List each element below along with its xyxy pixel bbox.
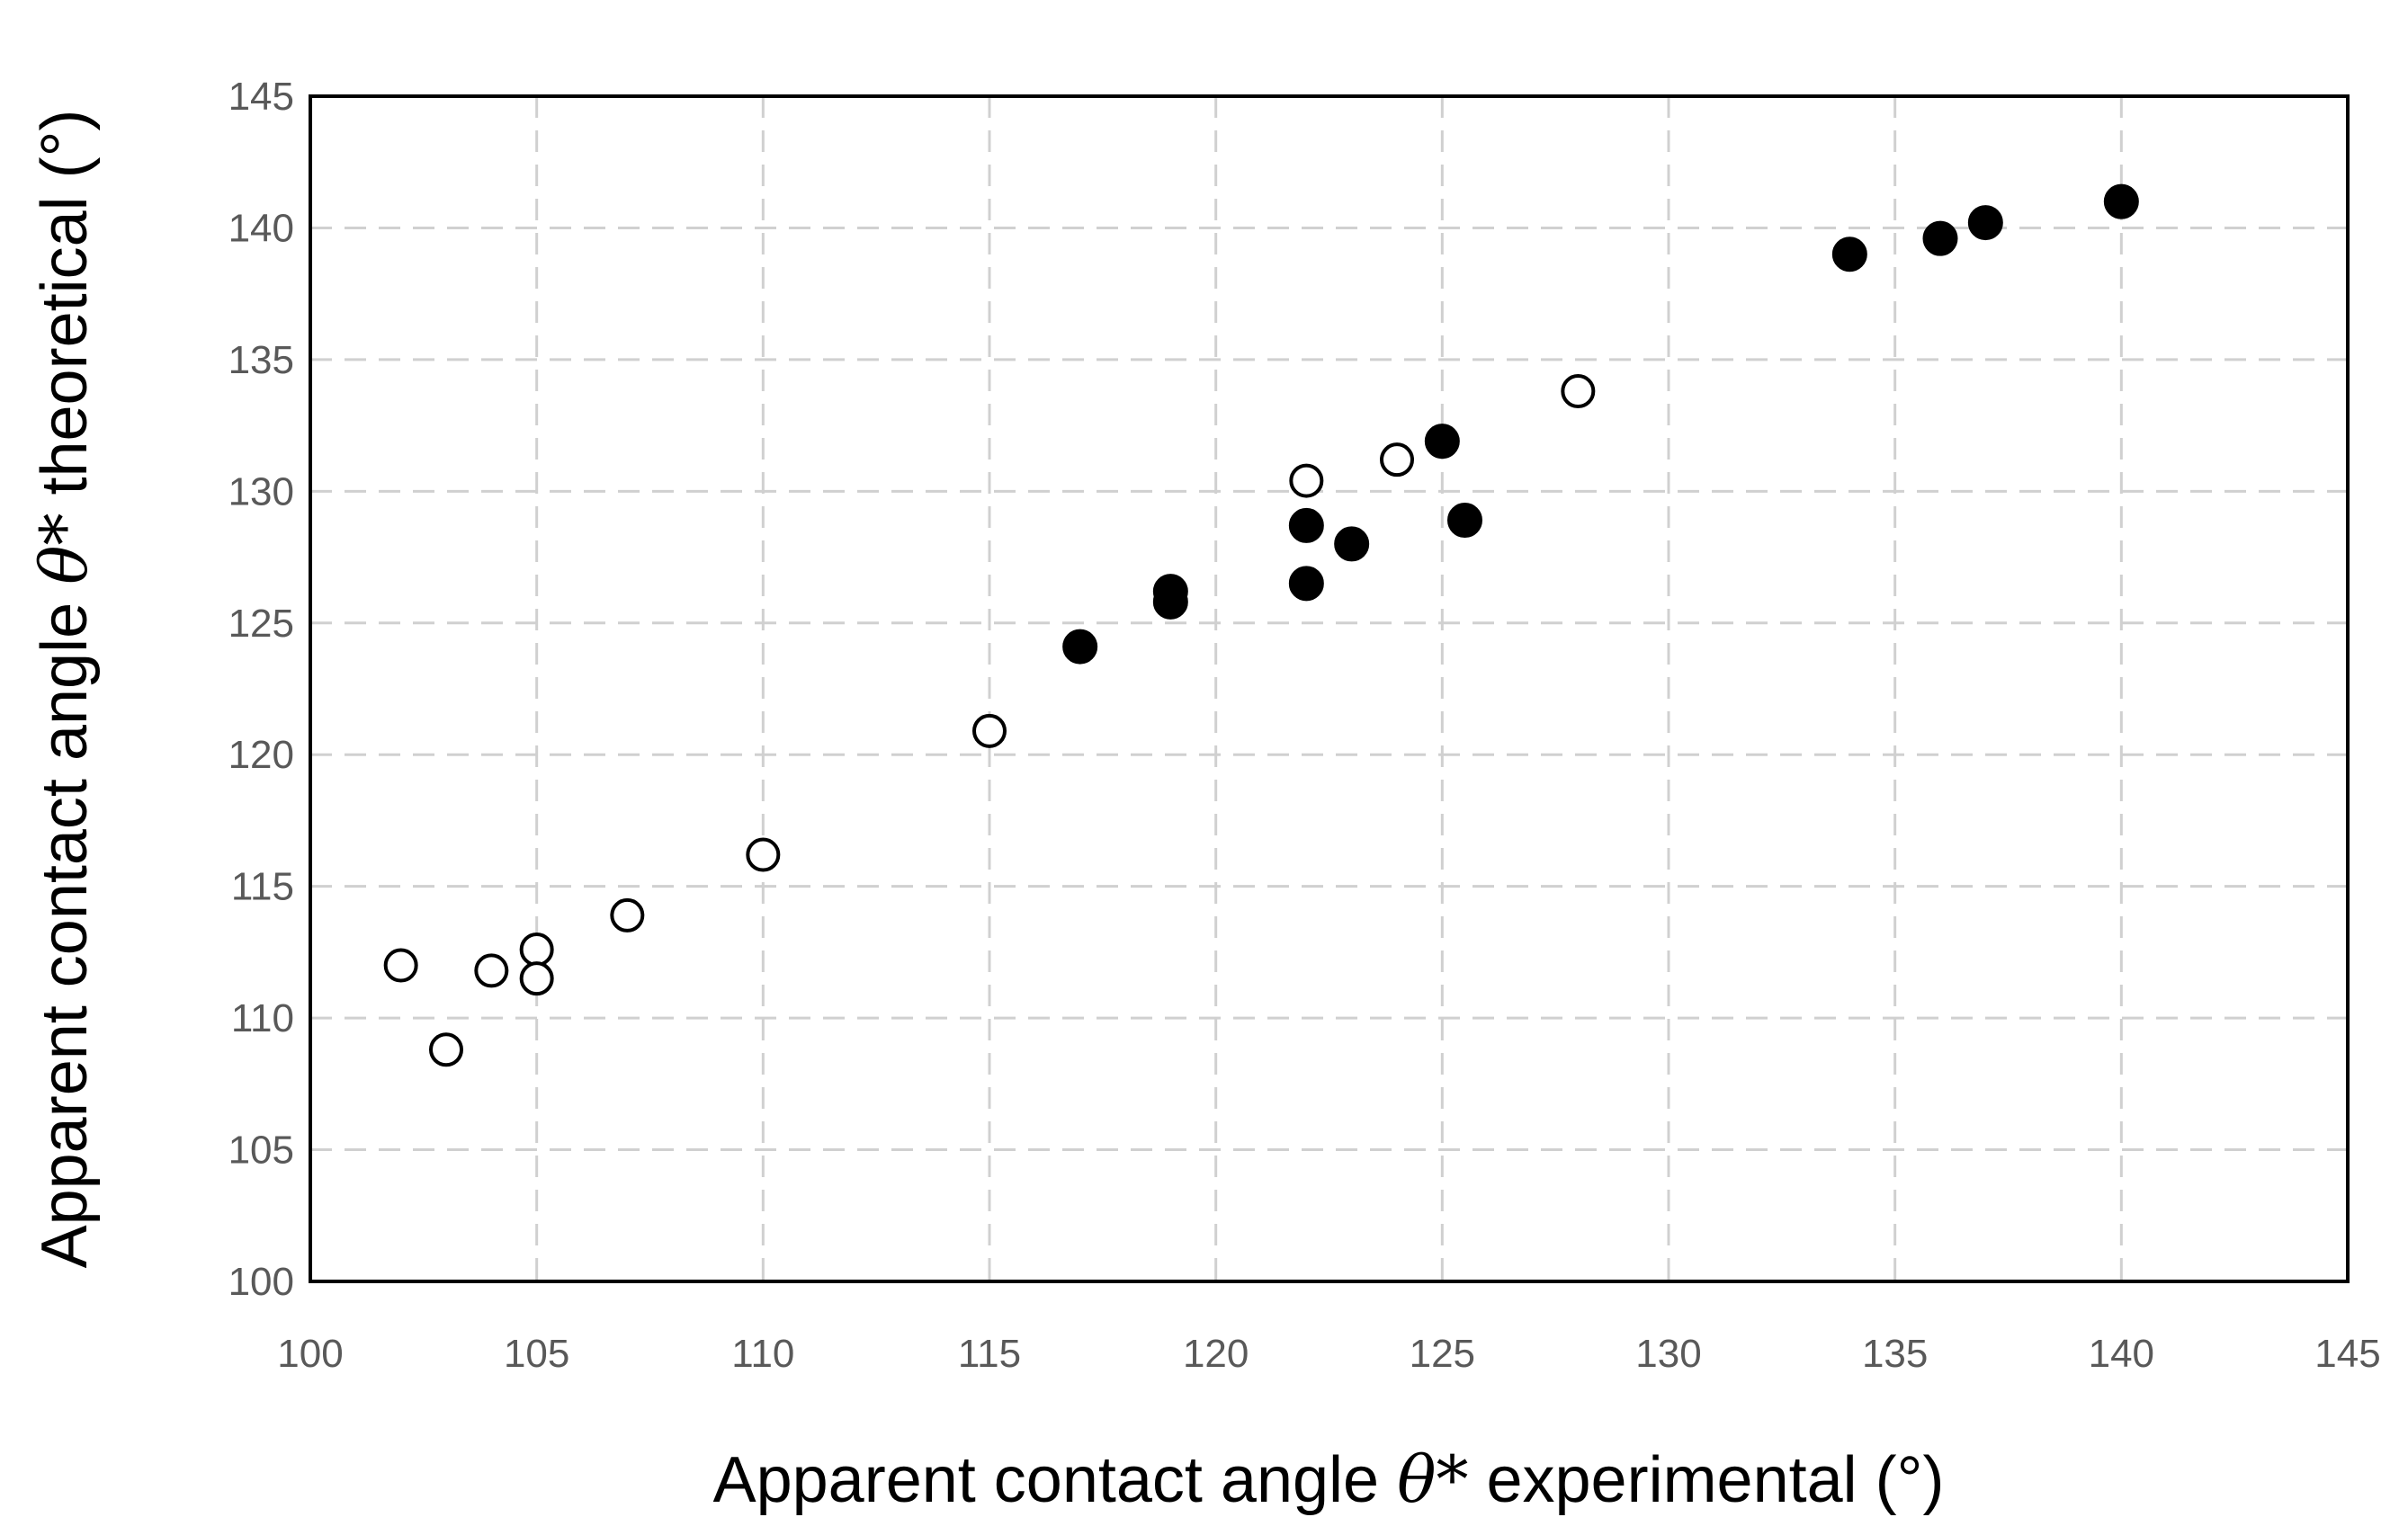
filled-data-point [2103,183,2139,219]
open-data-point [746,837,781,872]
y-tick-label: 110 [231,996,294,1040]
x-tick-label: 145 [2314,1332,2380,1376]
x-tick-label: 100 [277,1332,343,1376]
x-tick-label: 110 [731,1332,794,1376]
open-data-point [1289,463,1324,498]
y-tick-label: 100 [228,1260,294,1304]
x-tick-labels: 100 105 110 115 120 125 130 135 140 145 [277,1332,2380,1376]
plot-area-frame [309,94,2350,1283]
open-data-point [972,713,1007,748]
y-tick-labels: 100 105 110 115 120 125 130 135 140 145 [228,75,294,1304]
y-tick-label: 115 [231,865,294,909]
open-data-point [610,897,645,933]
open-data-point [474,953,509,988]
open-data-point [429,1032,463,1067]
filled-data-point [1288,507,1324,543]
open-data-point [1380,442,1414,477]
x-tick-label: 125 [1410,1332,1475,1376]
y-tick-label: 120 [228,733,294,777]
y-tick-label: 135 [228,338,294,382]
data-points [383,183,2139,1067]
open-data-point [519,932,554,967]
x-tick-label: 105 [504,1332,569,1376]
open-data-point [383,948,418,983]
filled-data-point [1447,503,1482,539]
x-tick-label: 140 [2089,1332,2154,1376]
filled-data-point [1288,566,1324,602]
open-data-point [519,961,554,996]
filled-data-point [1062,629,1098,665]
x-tick-label: 115 [958,1332,1021,1376]
grid-lines [310,96,2348,1281]
x-tick-label: 135 [1862,1332,1928,1376]
y-tick-label: 130 [228,469,294,513]
filled-data-point [1152,584,1188,620]
x-axis-title: Apparent contact angle θ* experimental (… [713,1441,1945,1517]
open-data-point [1561,374,1596,409]
y-tick-label: 140 [228,206,294,250]
x-tick-label: 130 [1635,1332,1701,1376]
filled-data-point [1424,424,1460,460]
x-tick-label: 120 [1183,1332,1249,1376]
filled-data-point [1334,526,1370,562]
filled-data-point [1922,220,1958,256]
y-tick-label: 105 [228,1129,294,1173]
filled-data-point [1831,236,1867,272]
y-tick-label: 145 [228,75,294,119]
filled-data-point [1967,205,2003,241]
y-axis-title: Apparent contact angle θ* theoretical (°… [26,110,102,1269]
y-tick-label: 125 [228,602,294,646]
